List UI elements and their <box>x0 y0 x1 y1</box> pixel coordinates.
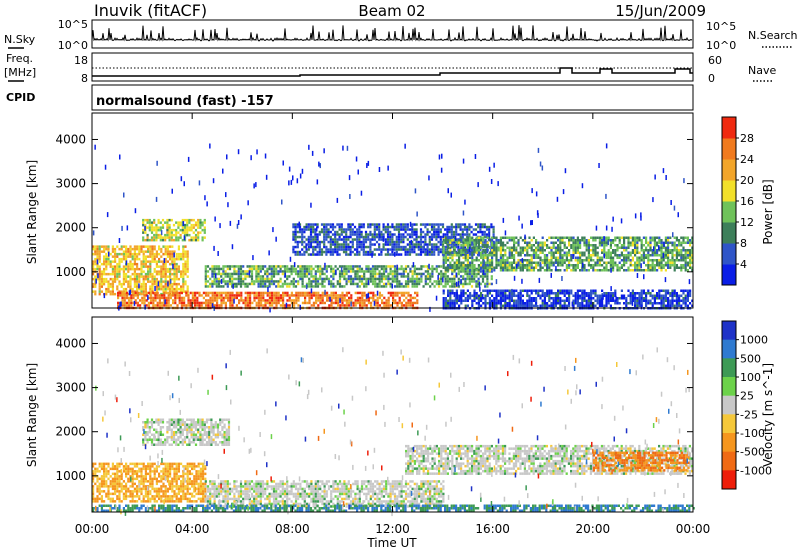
freq-line <box>92 67 693 77</box>
power-colorbar: 4 8 12 16 20 24 28 <box>721 116 754 286</box>
noise-tick-bottom-left: 10^0 <box>58 39 88 52</box>
freq-tick-bottom: 8 <box>81 72 88 85</box>
colorbar-tick-label: 25 <box>740 390 754 403</box>
freq-trace <box>92 67 693 77</box>
power-echo-band <box>442 289 694 310</box>
colorbar-segment <box>722 414 736 434</box>
x-tick-label: 12:00 <box>375 522 410 536</box>
noise-sky-line <box>91 25 693 42</box>
noise-panel <box>91 19 694 49</box>
colorbar-tick-label: 16 <box>740 195 754 208</box>
power-plot <box>92 143 694 313</box>
colorbar-tick-label: -100 <box>740 427 765 440</box>
velocity-y-axis: 1000 2000 3000 4000 <box>55 336 693 483</box>
colorbar-frame <box>721 320 737 490</box>
y-tick-label: 2000 <box>55 425 86 439</box>
power-speckle <box>92 143 691 313</box>
velocity-echo-band <box>92 504 695 512</box>
freq-panel <box>91 52 694 82</box>
y-tick-label: 4000 <box>55 132 86 146</box>
x-tick-label: 16:00 <box>475 522 510 536</box>
date-title: 15/Jun/2009 <box>615 2 706 20</box>
colorbar-segment <box>722 243 736 265</box>
colorbar-tick-label: 8 <box>740 237 747 250</box>
velocity-echo-band <box>92 462 207 503</box>
power-echo-band <box>92 245 189 296</box>
x-tick-label: 00:00 <box>75 522 110 536</box>
velocity-echo-band <box>592 451 690 472</box>
y-tick-label: 3000 <box>55 381 86 395</box>
nave-label: Nave <box>748 64 776 77</box>
velocity-plot <box>92 347 695 517</box>
station-title: Inuvik (fitACF) <box>94 1 207 20</box>
x-tick-label: 04:00 <box>175 522 210 536</box>
y-tick-label: 4000 <box>55 336 86 350</box>
x-tick-label: 08:00 <box>275 522 310 536</box>
colorbar-tick-label: 24 <box>740 153 754 166</box>
nsky-label: N.Sky <box>4 33 36 46</box>
colorbar-segment <box>722 222 736 244</box>
colorbar-segment <box>722 180 736 202</box>
noise-trace <box>91 25 693 42</box>
power-colorbar-label: Power [dB] <box>761 179 775 244</box>
colorbar-tick-label: 20 <box>740 174 754 187</box>
colorbar-segment <box>722 117 736 139</box>
nave-tick-bottom: 0 <box>708 72 715 85</box>
velocity-echo-band <box>204 480 445 508</box>
power-y-axis: 1000 2000 3000 4000 <box>55 132 693 279</box>
colorbar-segment <box>722 395 736 415</box>
power-echo-band <box>204 265 493 288</box>
power-echo-band <box>442 236 694 272</box>
x-tick-label: 20:00 <box>576 522 611 536</box>
cpid-panel <box>91 84 694 111</box>
colorbar-segment <box>722 358 736 378</box>
colorbar-tick-label: -1000 <box>740 464 772 477</box>
noise-tick-top-left: 10^5 <box>58 18 88 31</box>
power-ylabel: Slant Range [km] <box>25 160 39 264</box>
colorbar-tick-label: 4 <box>740 258 747 271</box>
colorbar-segment <box>722 433 736 453</box>
y-tick-label: 2000 <box>55 221 86 235</box>
cpid-label: CPID <box>6 91 35 104</box>
noise-tick-top-right: 10^5 <box>706 20 736 33</box>
colorbar-tick-label: -500 <box>740 446 765 459</box>
colorbar-tick-label: 100 <box>740 371 761 384</box>
power-echo-band <box>142 218 206 242</box>
colorbar-segment <box>722 159 736 181</box>
cpid-value: normalsound (fast) -157 <box>96 94 274 109</box>
noise-tick-bottom-right: 10^0 <box>706 39 736 52</box>
colorbar-segment <box>722 339 736 359</box>
colorbar-segment <box>722 470 736 490</box>
velocity-ylabel: Slant Range [km] <box>25 363 39 467</box>
colorbar-tick-label: -25 <box>740 408 758 421</box>
colorbar-segment <box>722 264 736 286</box>
beam-title: Beam 02 <box>358 2 425 20</box>
velocity-colorbar-label: Velocity [m s^-1] <box>761 363 775 467</box>
nsearch-label: N.Search <box>748 29 798 42</box>
velocity-colorbar: 1000 500 100 25 -25 -100 -500 -1000 <box>721 320 772 490</box>
x-axis-label: Time UT <box>366 536 417 550</box>
colorbar-segment <box>722 377 736 397</box>
time-x-axis: 00:00 04:00 08:00 12:00 16:00 20:00 00:00 <box>75 113 711 536</box>
power-echo-band <box>117 291 419 310</box>
y-tick-label: 1000 <box>55 265 86 279</box>
colorbar-tick-label: 500 <box>740 352 761 365</box>
colorbar-tick-label: 12 <box>740 216 754 229</box>
colorbar-tick-label: 28 <box>740 132 754 145</box>
colorbar-tick-label: 1000 <box>740 334 768 347</box>
colorbar-segment <box>722 451 736 471</box>
colorbar-segment <box>722 201 736 223</box>
freq-unit: [MHz] <box>4 66 36 79</box>
nave-tick-top: 60 <box>708 54 722 67</box>
velocity-speckle <box>95 347 690 517</box>
colorbar-segment <box>722 138 736 160</box>
freq-label: Freq. <box>6 52 33 65</box>
freq-tick-top: 18 <box>74 54 88 67</box>
x-tick-label: 00:00 <box>676 522 711 536</box>
colorbar-segment <box>722 321 736 341</box>
y-tick-label: 3000 <box>55 177 86 191</box>
velocity-echo-band <box>142 418 231 446</box>
y-tick-label: 1000 <box>55 469 86 483</box>
